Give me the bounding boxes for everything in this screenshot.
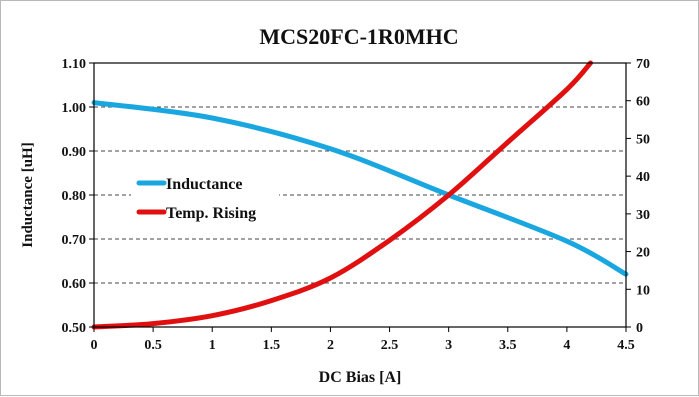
y2-tick-label: 20 (636, 246, 650, 261)
x-tick-label: 0 (91, 338, 98, 353)
x-tick-label: 3 (445, 338, 452, 353)
y-tick-label: 1.00 (62, 101, 87, 116)
y2-tick-label: 30 (636, 208, 650, 223)
y2-tick-label: 50 (636, 132, 650, 147)
x-axis-label: DC Bias [A] (319, 369, 402, 386)
y-tick-label: 0.60 (62, 277, 87, 292)
y-tick-label: 0.70 (62, 233, 87, 248)
legend: Inductance Temp. Rising (131, 169, 279, 227)
x-tick-label: 4.5 (617, 338, 635, 353)
y-tick-label: 1.10 (62, 57, 87, 72)
y-tick-label: 0.80 (62, 189, 87, 204)
x-tick-label: 1 (209, 338, 216, 353)
y2-tick-label: 70 (636, 57, 650, 72)
y-tick-label: 0.90 (62, 145, 87, 160)
x-tick-label: 1.5 (263, 338, 281, 353)
x-tick-label: 3.5 (499, 338, 517, 353)
y-axis-label: Inductance [uH] (20, 142, 36, 247)
chart-title: MCS20FC-1R0MHC (259, 24, 458, 49)
legend-label-temp-rising: Temp. Rising (166, 205, 256, 222)
y2-tick-label: 60 (636, 95, 650, 110)
x-tick-label: 2 (327, 338, 334, 353)
y2-tick-label: 10 (636, 283, 650, 298)
legend-label-inductance: Inductance (166, 176, 242, 193)
x-tick-label: 4 (563, 338, 570, 353)
y2-tick-label: 0 (636, 321, 643, 336)
x-tick-label: 2.5 (381, 338, 399, 353)
y2-tick-label: 40 (636, 170, 650, 185)
x-tick-label: 0.5 (144, 338, 162, 353)
y-tick-label: 0.50 (62, 321, 87, 336)
